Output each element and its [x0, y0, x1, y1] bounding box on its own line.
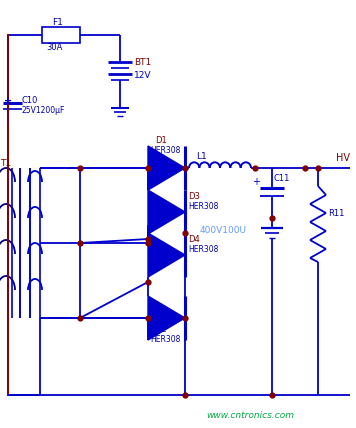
Polygon shape: [148, 190, 185, 234]
Text: HER308: HER308: [150, 336, 180, 345]
Text: F1: F1: [52, 18, 63, 27]
Text: BT1: BT1: [134, 57, 151, 66]
Text: HER308: HER308: [188, 244, 218, 253]
Text: D3: D3: [188, 191, 200, 200]
Text: HV: HV: [336, 153, 350, 163]
Text: L1: L1: [196, 152, 207, 160]
Text: 25V1200μF: 25V1200μF: [22, 105, 66, 115]
Text: D1: D1: [155, 136, 167, 145]
Text: C11: C11: [274, 173, 290, 182]
Text: HER308: HER308: [150, 146, 180, 155]
Text: www.cntronics.com: www.cntronics.com: [206, 410, 294, 419]
Polygon shape: [148, 146, 185, 190]
Polygon shape: [148, 233, 185, 277]
Text: +: +: [4, 96, 12, 106]
Text: HER308: HER308: [188, 202, 218, 211]
Text: D2: D2: [155, 326, 167, 335]
Text: D4: D4: [188, 235, 200, 244]
FancyBboxPatch shape: [42, 27, 80, 43]
Text: 400V100U: 400V100U: [200, 226, 247, 235]
Text: 12V: 12V: [134, 71, 152, 80]
Text: +: +: [252, 177, 260, 187]
Text: T1: T1: [0, 158, 11, 167]
Polygon shape: [148, 296, 185, 340]
Text: R11: R11: [328, 208, 344, 217]
Text: 30A: 30A: [46, 42, 62, 51]
Text: C10: C10: [22, 95, 38, 104]
